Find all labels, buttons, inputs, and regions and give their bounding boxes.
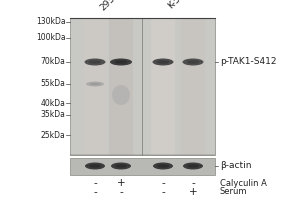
Ellipse shape	[110, 58, 132, 66]
Text: 40kDa: 40kDa	[40, 98, 65, 108]
Ellipse shape	[115, 164, 127, 168]
Ellipse shape	[183, 162, 203, 170]
Ellipse shape	[153, 162, 173, 170]
Text: Serum: Serum	[220, 188, 248, 196]
Ellipse shape	[86, 82, 104, 86]
Text: -: -	[161, 178, 165, 188]
Text: Calyculin A: Calyculin A	[220, 178, 267, 188]
Ellipse shape	[157, 60, 169, 64]
Ellipse shape	[182, 58, 203, 66]
Ellipse shape	[89, 60, 101, 64]
Text: -: -	[93, 187, 97, 197]
Ellipse shape	[85, 162, 105, 170]
Text: -: -	[161, 187, 165, 197]
Ellipse shape	[157, 164, 169, 168]
Ellipse shape	[187, 60, 199, 64]
Bar	[151, 18, 175, 155]
Text: -: -	[191, 178, 195, 188]
Bar	[181, 18, 205, 155]
Text: K-562: K-562	[166, 0, 190, 10]
Text: 55kDa: 55kDa	[40, 79, 65, 88]
Bar	[70, 158, 215, 175]
Text: 25kDa: 25kDa	[41, 130, 65, 140]
Ellipse shape	[114, 60, 128, 64]
Ellipse shape	[187, 164, 199, 168]
Text: +: +	[117, 178, 125, 188]
Ellipse shape	[112, 85, 130, 105]
Ellipse shape	[85, 58, 106, 66]
Ellipse shape	[89, 164, 101, 168]
Text: p-TAK1-S412: p-TAK1-S412	[220, 58, 277, 66]
Text: 130kDa: 130kDa	[36, 18, 65, 26]
Ellipse shape	[90, 83, 101, 85]
Text: β-actin: β-actin	[220, 162, 251, 170]
Text: 100kDa: 100kDa	[36, 33, 65, 43]
Text: 293: 293	[99, 0, 117, 12]
Text: 35kDa: 35kDa	[40, 110, 65, 119]
Bar	[83, 18, 107, 155]
Bar	[109, 18, 133, 155]
Text: -: -	[93, 178, 97, 188]
Ellipse shape	[152, 58, 173, 66]
Bar	[70, 18, 215, 155]
Text: -: -	[119, 187, 123, 197]
Ellipse shape	[111, 162, 131, 170]
Text: +: +	[189, 187, 197, 197]
Text: 70kDa: 70kDa	[40, 58, 65, 66]
